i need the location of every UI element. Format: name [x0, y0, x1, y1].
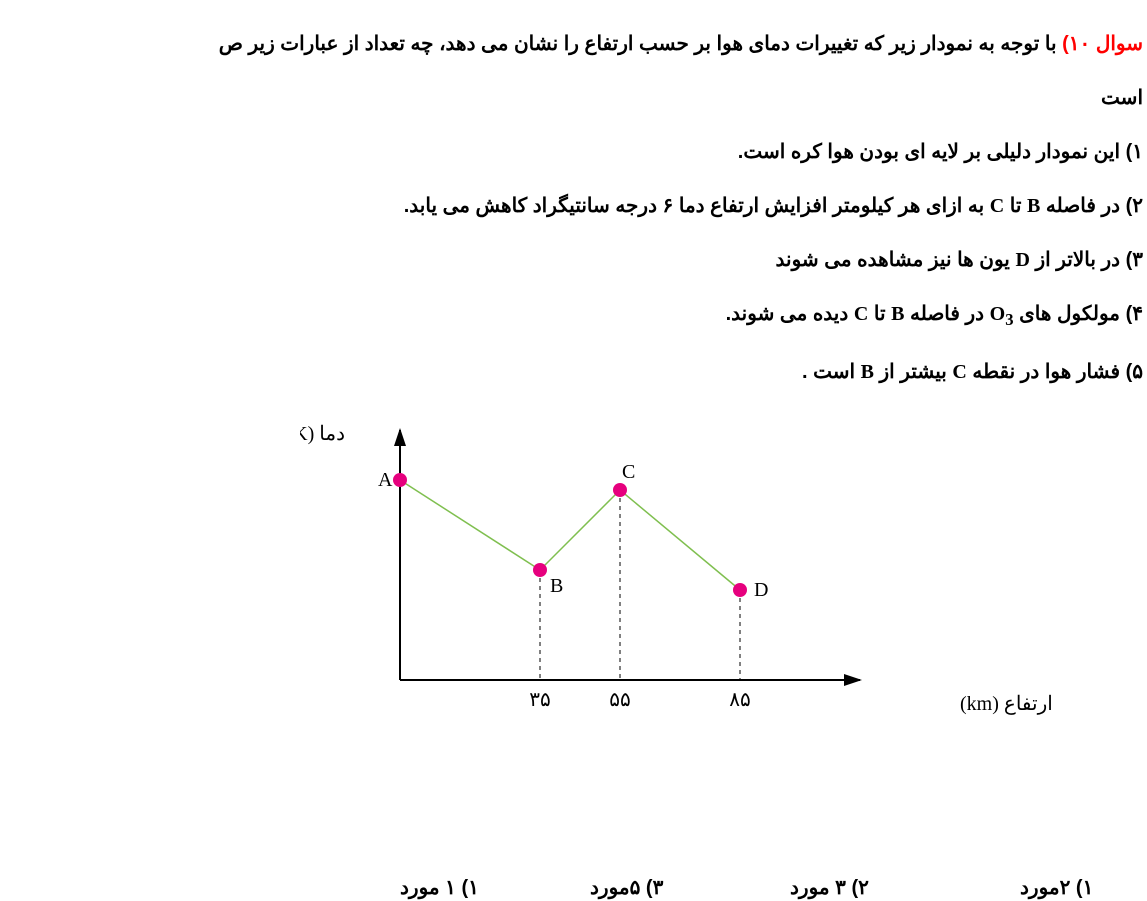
statement-5: ۵) فشار هوا در نقطه C بیشتر از B است .: [0, 356, 1147, 388]
chart-container: دما (K) ارتفاع (km) ۳۵ ۵۵ ۸۵ A B C D: [0, 410, 1147, 735]
statement-1-num: ۱): [1126, 141, 1143, 163]
statement-2-after: به ازای هر کیلومتر افزایش ارتفاع دما ۶ د…: [404, 195, 984, 217]
statement-5-before: فشار هوا در نقطه: [967, 361, 1120, 383]
statement-2-num: ۲): [1126, 195, 1143, 217]
option-3: ۳) ۵مورد: [590, 875, 663, 900]
page: سوال ۱۰) با توجه به نمودار زیر که تغییرا…: [0, 0, 1147, 901]
statement-4: ۴) مولکول های O3 در فاصله B تا C دیده می…: [0, 298, 1147, 334]
statement-5-after: است .: [802, 361, 855, 383]
svg-text:ارتفاع (km): ارتفاع (km): [960, 693, 1053, 715]
option-2: ۲) ۳ مورد: [790, 875, 869, 900]
question-line-1: سوال ۱۰) با توجه به نمودار زیر که تغییرا…: [0, 28, 1147, 60]
question-label: سوال ۱۰): [1062, 33, 1143, 55]
statement-5-mid1: بیشتر از: [874, 361, 947, 383]
svg-text:A: A: [378, 469, 393, 491]
statement-5-B: B: [861, 361, 874, 383]
svg-text:C: C: [622, 461, 635, 483]
svg-text:۸۵: ۸۵: [729, 689, 750, 711]
statement-4-mid1: در فاصله: [904, 303, 984, 325]
question-text-1: با توجه به نمودار زیر که تغییرات دمای هو…: [219, 33, 1057, 55]
statement-5-num: ۵): [1126, 361, 1143, 383]
statement-2: ۲) در فاصله B تا C به ازای هر کیلومتر اف…: [0, 190, 1147, 222]
option-4: ۱) ۱ مورد: [400, 875, 479, 900]
statement-1: ۱) این نمودار دلیلی بر لایه ای بودن هوا …: [0, 136, 1147, 168]
svg-text:۳۵: ۳۵: [529, 689, 550, 711]
statement-4-after: دیده می شوند.: [726, 303, 849, 325]
svg-text:دما (K): دما (K): [300, 423, 345, 445]
statement-3-num: ۳): [1126, 249, 1143, 271]
statement-2-before: در فاصله: [1040, 195, 1120, 217]
statement-4-num: ۴): [1126, 303, 1143, 325]
statement-4-B: B: [891, 303, 904, 325]
question-line-2: است: [0, 82, 1147, 114]
statement-5-C: C: [952, 361, 966, 383]
statement-2-B: B: [1027, 195, 1040, 217]
statement-4-O3: O3: [990, 303, 1014, 325]
statement-3-before: در بالاتر از: [1030, 249, 1120, 271]
statement-2-mid1: تا: [1004, 195, 1021, 217]
statement-4-mid2: تا: [868, 303, 885, 325]
statement-3-D: D: [1015, 249, 1029, 271]
statement-3-after: یون ها نیز مشاهده می شوند: [776, 249, 1010, 271]
statement-1-text: این نمودار دلیلی بر لایه ای بودن هوا کره…: [738, 141, 1120, 163]
question-text-2: است: [1101, 87, 1143, 109]
svg-text:B: B: [550, 575, 563, 597]
statement-3: ۳) در بالاتر از D یون ها نیز مشاهده می ش…: [0, 244, 1147, 276]
svg-text:D: D: [754, 579, 768, 601]
statement-4-before: مولکول های: [1014, 303, 1120, 325]
statement-4-C: C: [854, 303, 868, 325]
temperature-altitude-chart: دما (K) ارتفاع (km) ۳۵ ۵۵ ۸۵ A B C D: [300, 410, 1080, 730]
statement-2-C: C: [990, 195, 1004, 217]
option-1: ۱) ۲مورد: [1020, 875, 1093, 900]
svg-text:۵۵: ۵۵: [609, 689, 630, 711]
